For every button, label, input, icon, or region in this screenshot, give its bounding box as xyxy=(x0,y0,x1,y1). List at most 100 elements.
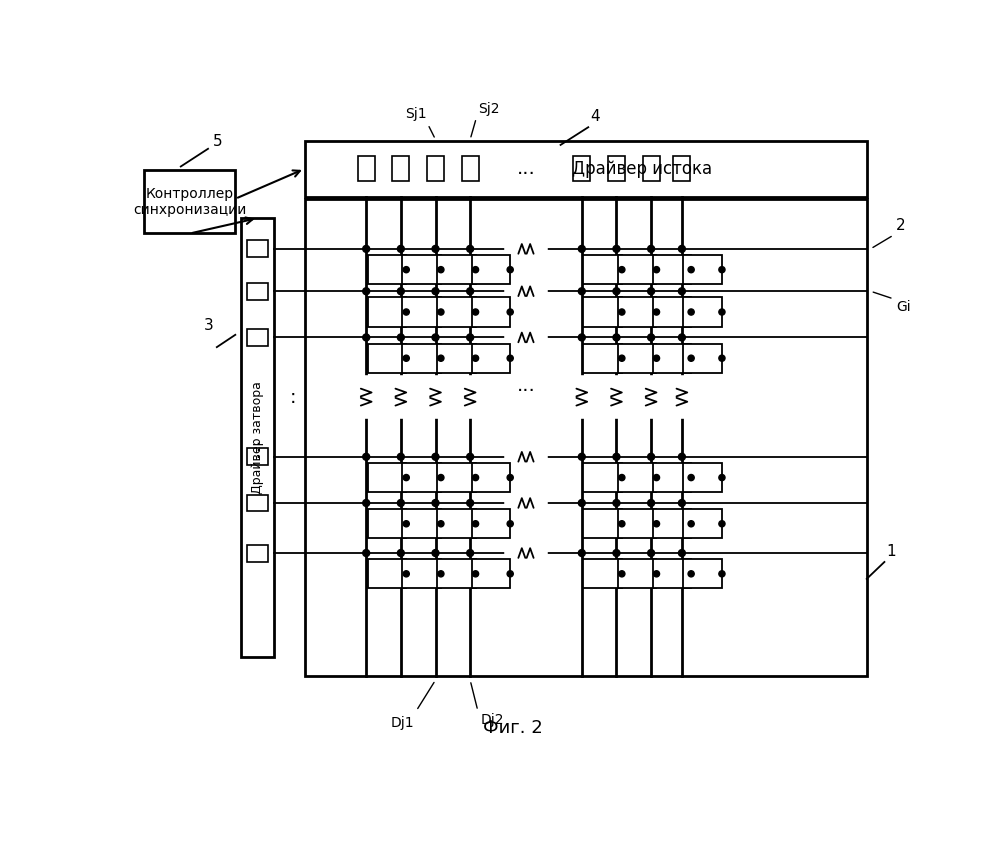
Bar xyxy=(392,157,409,181)
Bar xyxy=(358,157,375,181)
Circle shape xyxy=(507,309,513,315)
Bar xyxy=(437,559,476,589)
Text: ...: ... xyxy=(517,376,535,395)
Circle shape xyxy=(507,520,513,527)
Circle shape xyxy=(438,267,444,273)
Bar xyxy=(472,559,510,589)
Bar xyxy=(583,463,622,493)
Circle shape xyxy=(619,571,625,577)
Bar xyxy=(472,344,510,373)
Circle shape xyxy=(467,499,474,506)
Circle shape xyxy=(653,309,660,315)
Circle shape xyxy=(397,334,404,341)
Circle shape xyxy=(397,288,404,295)
Circle shape xyxy=(653,355,660,361)
Bar xyxy=(653,344,691,373)
Bar xyxy=(653,509,691,538)
Text: 3: 3 xyxy=(204,318,214,333)
Circle shape xyxy=(507,355,513,361)
Bar xyxy=(427,157,444,181)
Circle shape xyxy=(619,520,625,527)
Bar xyxy=(583,559,622,589)
Text: 4: 4 xyxy=(590,109,599,124)
Circle shape xyxy=(472,475,479,481)
Bar xyxy=(472,297,510,327)
Circle shape xyxy=(678,499,685,506)
Text: ...: ... xyxy=(517,159,535,179)
Circle shape xyxy=(403,309,409,315)
Bar xyxy=(305,141,867,196)
Circle shape xyxy=(363,288,370,295)
Bar xyxy=(618,344,656,373)
Bar xyxy=(583,255,622,285)
Bar xyxy=(241,218,274,657)
Circle shape xyxy=(648,453,655,461)
Bar xyxy=(618,559,656,589)
Circle shape xyxy=(613,550,620,557)
Circle shape xyxy=(719,571,725,577)
Bar xyxy=(247,545,268,562)
Bar xyxy=(583,297,622,327)
Circle shape xyxy=(613,245,620,253)
Circle shape xyxy=(648,334,655,341)
Circle shape xyxy=(678,334,685,341)
Circle shape xyxy=(678,245,685,253)
Bar xyxy=(368,509,406,538)
Bar xyxy=(683,344,722,373)
Circle shape xyxy=(438,520,444,527)
Circle shape xyxy=(719,355,725,361)
Circle shape xyxy=(678,453,685,461)
Circle shape xyxy=(619,475,625,481)
Circle shape xyxy=(472,571,479,577)
Circle shape xyxy=(432,453,439,461)
Bar xyxy=(618,297,656,327)
Text: Gi: Gi xyxy=(896,301,911,314)
Circle shape xyxy=(397,453,404,461)
Circle shape xyxy=(719,520,725,527)
Bar xyxy=(618,255,656,285)
Bar xyxy=(472,255,510,285)
Circle shape xyxy=(719,475,725,481)
Bar xyxy=(683,509,722,538)
Bar xyxy=(653,255,691,285)
Bar xyxy=(368,559,406,589)
Bar xyxy=(368,297,406,327)
Circle shape xyxy=(507,475,513,481)
Text: Фиг. 2: Фиг. 2 xyxy=(483,719,542,737)
Circle shape xyxy=(619,267,625,273)
Bar xyxy=(247,283,268,300)
Bar xyxy=(583,344,622,373)
Bar xyxy=(653,297,691,327)
Text: Контроллер
синхронизации: Контроллер синхронизации xyxy=(133,187,247,217)
Circle shape xyxy=(403,355,409,361)
Circle shape xyxy=(688,267,694,273)
Circle shape xyxy=(363,453,370,461)
Bar xyxy=(437,255,476,285)
Circle shape xyxy=(719,309,725,315)
Circle shape xyxy=(578,499,585,506)
Circle shape xyxy=(438,309,444,315)
Bar xyxy=(402,344,441,373)
Text: Dj1: Dj1 xyxy=(390,717,414,730)
Bar xyxy=(437,344,476,373)
Bar xyxy=(402,463,441,493)
Circle shape xyxy=(467,288,474,295)
Circle shape xyxy=(438,355,444,361)
Circle shape xyxy=(613,288,620,295)
Circle shape xyxy=(719,267,725,273)
Circle shape xyxy=(363,499,370,506)
Circle shape xyxy=(403,571,409,577)
Circle shape xyxy=(432,288,439,295)
Bar xyxy=(583,509,622,538)
Text: ⋮: ⋮ xyxy=(248,441,267,461)
Circle shape xyxy=(688,520,694,527)
Circle shape xyxy=(653,571,660,577)
Circle shape xyxy=(578,334,585,341)
Circle shape xyxy=(467,245,474,253)
Text: 1: 1 xyxy=(886,544,896,559)
Text: Sj2: Sj2 xyxy=(478,103,499,116)
Circle shape xyxy=(432,499,439,506)
Circle shape xyxy=(403,475,409,481)
Bar xyxy=(247,329,268,346)
Circle shape xyxy=(507,267,513,273)
